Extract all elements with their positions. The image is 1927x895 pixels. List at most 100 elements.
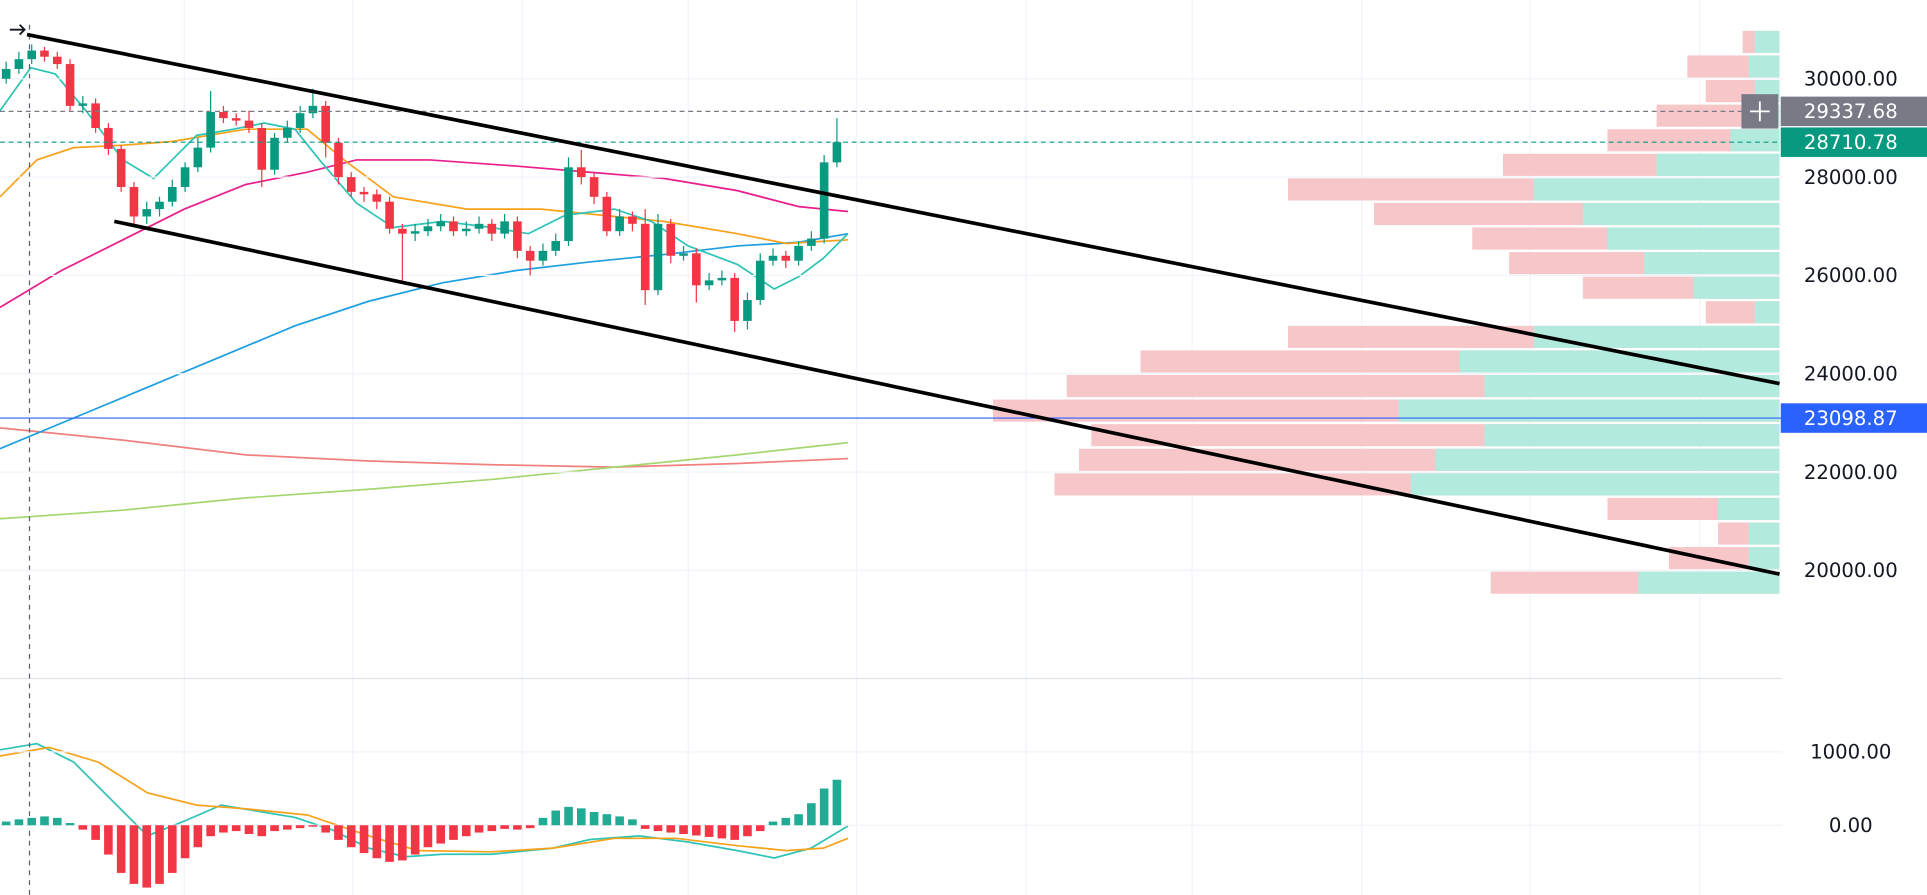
histogram-bar bbox=[167, 825, 177, 873]
candle-body bbox=[768, 255, 778, 261]
candle-body bbox=[257, 127, 267, 170]
candle-body bbox=[794, 245, 803, 261]
volume-profile-up bbox=[1748, 547, 1780, 570]
y-tick-label: 24000.00 bbox=[1804, 362, 1898, 385]
candle-body bbox=[219, 111, 228, 119]
candle-body bbox=[142, 209, 152, 217]
histogram-bar bbox=[193, 825, 203, 848]
volume-profile-up bbox=[1656, 153, 1780, 176]
candle-body bbox=[385, 201, 394, 229]
price-tag-label: 29337.68 bbox=[1804, 100, 1898, 123]
grid bbox=[0, 0, 1782, 895]
histogram-bar bbox=[78, 825, 88, 830]
histogram-bar bbox=[666, 825, 676, 833]
candle-body bbox=[640, 223, 650, 291]
histogram-bar bbox=[283, 825, 292, 830]
histogram-bar bbox=[576, 808, 586, 826]
candle-body bbox=[551, 241, 561, 251]
volume-profile-up bbox=[1582, 202, 1780, 226]
histogram-bar bbox=[628, 819, 637, 826]
crosshair-icon bbox=[1750, 101, 1770, 122]
candle-body bbox=[155, 201, 164, 210]
histogram-bar bbox=[768, 821, 778, 826]
y-tick-label: 22000.00 bbox=[1804, 461, 1898, 484]
volume-profile-up bbox=[1644, 252, 1780, 275]
histogram-bar bbox=[398, 825, 407, 861]
volume-profile-up bbox=[1607, 227, 1780, 250]
volume-profile bbox=[992, 30, 1780, 594]
candle-body bbox=[525, 250, 535, 261]
histogram-bar bbox=[65, 823, 75, 826]
volume-profile-up bbox=[1533, 325, 1780, 348]
candle-body bbox=[244, 120, 254, 128]
histogram-bar bbox=[346, 825, 356, 848]
volume-profile-up bbox=[1484, 424, 1780, 447]
histogram-bar bbox=[564, 806, 573, 826]
histogram-bar bbox=[104, 825, 113, 855]
histogram-bar bbox=[730, 825, 739, 840]
moving-averages bbox=[0, 66, 849, 859]
histogram-bar bbox=[653, 825, 663, 832]
histogram-bar bbox=[40, 816, 49, 826]
histogram-bar bbox=[679, 825, 688, 835]
volume-profile-up bbox=[1748, 522, 1780, 545]
histogram-bar bbox=[615, 816, 624, 826]
histogram-bar bbox=[794, 814, 803, 826]
volume-profile-up bbox=[1459, 350, 1780, 373]
candle-body bbox=[65, 64, 75, 106]
histogram-bar bbox=[116, 825, 126, 873]
candle-body bbox=[832, 142, 842, 163]
histogram-bar bbox=[449, 825, 458, 840]
candle-body bbox=[167, 186, 177, 202]
candle-body bbox=[283, 127, 292, 138]
candle-body bbox=[717, 277, 727, 281]
volume-profile-up bbox=[1398, 399, 1780, 422]
histogram-bar bbox=[270, 825, 279, 832]
price-tag bbox=[1780, 127, 1927, 157]
histogram-bar bbox=[423, 825, 433, 848]
histogram-bar bbox=[538, 817, 548, 826]
candle-body bbox=[679, 253, 688, 256]
candle-body bbox=[423, 226, 433, 232]
histogram-bar bbox=[436, 825, 446, 844]
histogram-bar bbox=[525, 825, 535, 829]
histogram-bar bbox=[819, 788, 829, 826]
candle-body bbox=[359, 191, 369, 195]
histogram-bar bbox=[180, 825, 190, 859]
histogram-bar bbox=[257, 825, 267, 837]
candle-body bbox=[602, 196, 612, 232]
candle-body bbox=[231, 118, 241, 121]
candle-body bbox=[78, 103, 88, 106]
candle-body bbox=[270, 137, 279, 170]
candle-body bbox=[500, 221, 509, 234]
volume-profile-up bbox=[1693, 276, 1780, 299]
volume-profile-up bbox=[1435, 448, 1780, 471]
candle-body bbox=[474, 223, 484, 229]
candle-body bbox=[27, 50, 37, 60]
volume-profile-up bbox=[1718, 497, 1780, 521]
candle-body bbox=[692, 253, 701, 286]
histogram-bar bbox=[295, 825, 305, 829]
volume-profile-up bbox=[1748, 55, 1780, 78]
histogram-bar bbox=[781, 817, 791, 826]
candle-body bbox=[193, 147, 203, 168]
volume-profile-up bbox=[1638, 571, 1780, 594]
candle-body bbox=[807, 238, 816, 246]
candle-body bbox=[104, 127, 113, 149]
histogram-bar bbox=[321, 825, 330, 833]
trend-channel bbox=[26, 32, 1780, 576]
histogram-bar bbox=[589, 812, 599, 826]
arrow-icon[interactable] bbox=[9, 24, 26, 36]
candle-body bbox=[628, 216, 637, 224]
histogram-bar bbox=[640, 825, 650, 829]
candle-body bbox=[308, 105, 318, 114]
price-tag-label: 28710.78 bbox=[1804, 131, 1898, 154]
histogram-bar bbox=[717, 825, 727, 839]
y-tick-label: 1000.00 bbox=[1810, 741, 1891, 764]
histogram-bar bbox=[410, 825, 420, 855]
candle-body bbox=[206, 111, 215, 148]
price-tag-label: 23098.87 bbox=[1804, 407, 1898, 430]
candle-body bbox=[52, 56, 62, 65]
candle-body bbox=[781, 255, 791, 261]
price-axis: 30000.00 28000.00 26000.00 24000.00 22000.00… bbox=[1741, 68, 1927, 837]
